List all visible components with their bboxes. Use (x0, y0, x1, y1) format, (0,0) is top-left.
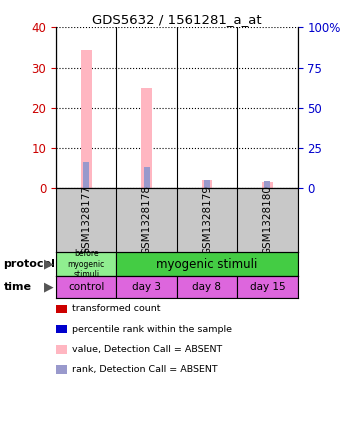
Bar (83, 162, 89, 187)
Bar (56, 252, 116, 276)
Text: day 8: day 8 (192, 282, 221, 292)
Text: protocol: protocol (3, 259, 55, 269)
Bar (202, 180, 212, 187)
Text: transformed count: transformed count (72, 304, 160, 313)
Text: rank, Detection Call = ABSENT: rank, Detection Call = ABSENT (72, 365, 218, 374)
Text: ▶: ▶ (44, 281, 54, 294)
Text: GSM1328180: GSM1328180 (262, 185, 272, 255)
Bar (116, 276, 177, 298)
Text: GSM1328178: GSM1328178 (142, 184, 152, 255)
Text: percentile rank within the sample: percentile rank within the sample (72, 324, 232, 334)
Text: ▶: ▶ (44, 258, 54, 271)
Bar (141, 88, 152, 187)
Bar (264, 181, 270, 187)
Bar (262, 181, 273, 187)
Bar (81, 49, 92, 187)
Bar (204, 180, 210, 187)
Bar (56, 276, 116, 298)
Text: myogenic stimuli: myogenic stimuli (156, 258, 258, 271)
Bar (237, 276, 298, 298)
Bar (116, 252, 298, 276)
Text: control: control (68, 282, 104, 292)
Title: GDS5632 / 1561281_a_at: GDS5632 / 1561281_a_at (92, 14, 261, 26)
Bar (143, 167, 150, 187)
Text: time: time (3, 282, 31, 292)
Text: before
myogenic
stimuli: before myogenic stimuli (68, 249, 105, 279)
Text: day 15: day 15 (250, 282, 285, 292)
Text: GSM1328177: GSM1328177 (81, 184, 91, 255)
Text: GSM1328179: GSM1328179 (202, 184, 212, 255)
Bar (177, 276, 237, 298)
Text: day 3: day 3 (132, 282, 161, 292)
Text: value, Detection Call = ABSENT: value, Detection Call = ABSENT (72, 345, 222, 354)
